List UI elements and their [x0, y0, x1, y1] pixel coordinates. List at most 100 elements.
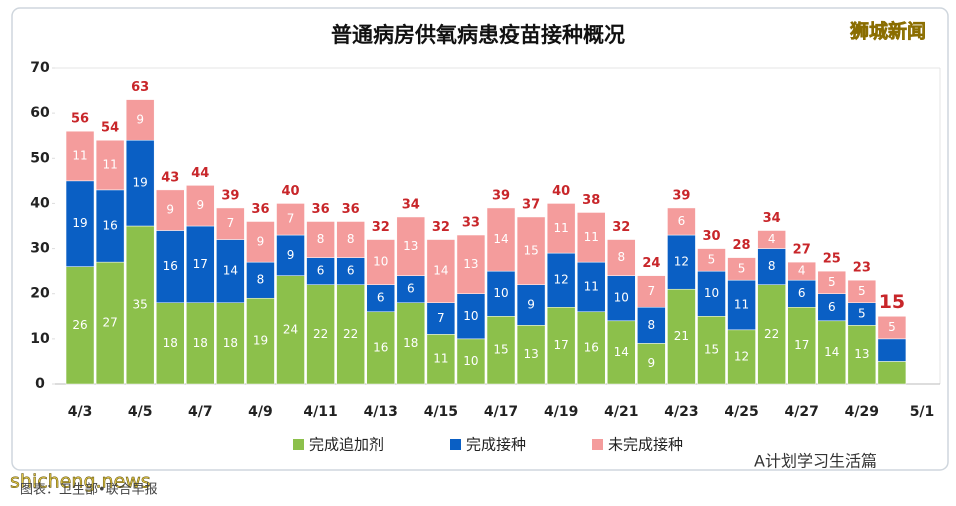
value-label: 6 [678, 214, 686, 228]
bar-segment [486, 270, 516, 317]
bar-segment [246, 261, 275, 299]
total-label: 37 [522, 197, 540, 212]
value-label: 18 [403, 336, 418, 350]
bar-segment [757, 284, 786, 385]
value-label: 13 [854, 347, 869, 361]
bar-segment [276, 275, 305, 385]
value-label: 11 [734, 298, 749, 312]
bar-segment [607, 275, 636, 322]
x-tick-label: 5/1 [910, 404, 935, 420]
x-tick-label: 4/3 [68, 404, 93, 420]
total-label: 23 [853, 261, 871, 276]
value-label: 10 [463, 354, 478, 368]
value-label: 9 [287, 248, 295, 262]
bar-segment [456, 293, 486, 340]
bar-segment [456, 338, 486, 385]
bar-segment [697, 248, 726, 272]
value-label: 16 [373, 340, 388, 354]
y-tick-label: 0 [35, 376, 45, 392]
value-label: 22 [343, 327, 358, 341]
bar-segment [186, 185, 215, 227]
bar-segment [396, 216, 426, 276]
bar-segment [787, 307, 816, 385]
bar-segment [697, 316, 726, 385]
legend-swatch [293, 439, 304, 450]
value-label: 14 [433, 264, 448, 278]
total-label: 28 [733, 238, 751, 253]
value-label: 9 [196, 198, 204, 212]
value-label: 6 [317, 264, 325, 278]
bar-segment [516, 216, 546, 285]
bar-segment [757, 248, 786, 285]
total-label: 54 [101, 121, 119, 136]
y-tick-label: 30 [30, 241, 50, 257]
bar-segment [336, 284, 365, 385]
value-label: 18 [163, 336, 178, 350]
value-label: 18 [223, 336, 238, 350]
value-label: 13 [403, 239, 418, 253]
value-label: 4 [768, 232, 776, 246]
bar-segment [546, 307, 576, 385]
total-label: 36 [342, 202, 360, 217]
total-label: 36 [251, 202, 269, 217]
bar-segment [546, 203, 576, 254]
total-label: 56 [71, 112, 89, 127]
bar-segment [95, 261, 125, 385]
x-tick-label: 4/9 [248, 404, 273, 420]
brand: 狮城新闻 [850, 20, 926, 43]
bar-segment [787, 279, 816, 308]
chart-title: 普通病房供氧病患疫苗接种概况 [331, 23, 625, 47]
legend-label: 未完成接种 [608, 436, 683, 454]
x-tick-label: 4/21 [604, 404, 638, 420]
value-label: 17 [794, 338, 809, 352]
value-label: 9 [166, 203, 174, 217]
value-label: 24 [283, 322, 298, 336]
x-tick-label: 4/25 [724, 404, 758, 420]
bar-segment [186, 302, 215, 385]
x-tick-label: 4/13 [364, 404, 398, 420]
value-label: 6 [347, 264, 355, 278]
total-label: 30 [702, 229, 720, 244]
bar-segment [396, 302, 426, 385]
bar-segment [787, 261, 816, 281]
total-label: 33 [462, 216, 480, 231]
value-label: 6 [377, 291, 385, 305]
x-tick-label: 4/5 [128, 404, 153, 420]
y-tick-label: 70 [30, 60, 50, 76]
value-label: 11 [584, 230, 599, 244]
bar-segment [366, 239, 395, 285]
value-label: 5 [828, 275, 836, 289]
bar-segment [486, 316, 516, 385]
value-label: 12 [674, 255, 689, 269]
account: A计划学习生活篇 [754, 452, 877, 471]
total-label: 44 [191, 166, 209, 181]
total-label: 34 [402, 197, 420, 212]
bar-segment [757, 230, 786, 249]
bar-segment [727, 329, 756, 385]
total-label: 39 [221, 188, 239, 203]
bar-segment [95, 139, 125, 191]
bar-segment [246, 221, 275, 263]
value-label: 5 [858, 307, 866, 321]
value-label: 22 [764, 327, 779, 341]
value-label: 8 [317, 232, 325, 246]
value-label: 21 [674, 329, 689, 343]
x-tick-label: 4/29 [845, 404, 879, 420]
bar-segment [95, 189, 125, 263]
value-label: 6 [798, 286, 806, 300]
bar-segment [727, 279, 756, 331]
bar-segment [366, 311, 395, 385]
value-label: 5 [738, 261, 746, 275]
y-tick-label: 40 [30, 195, 50, 211]
value-label: 22 [313, 327, 328, 341]
value-label: 11 [554, 221, 569, 235]
value-label: 15 [493, 343, 508, 357]
total-label: 32 [612, 220, 630, 235]
bar-segment [65, 180, 95, 267]
value-label: 17 [554, 338, 569, 352]
y-tick-label: 50 [30, 150, 50, 166]
value-label: 10 [463, 309, 478, 323]
legend-swatch [592, 439, 603, 450]
bar-segment [607, 239, 636, 276]
